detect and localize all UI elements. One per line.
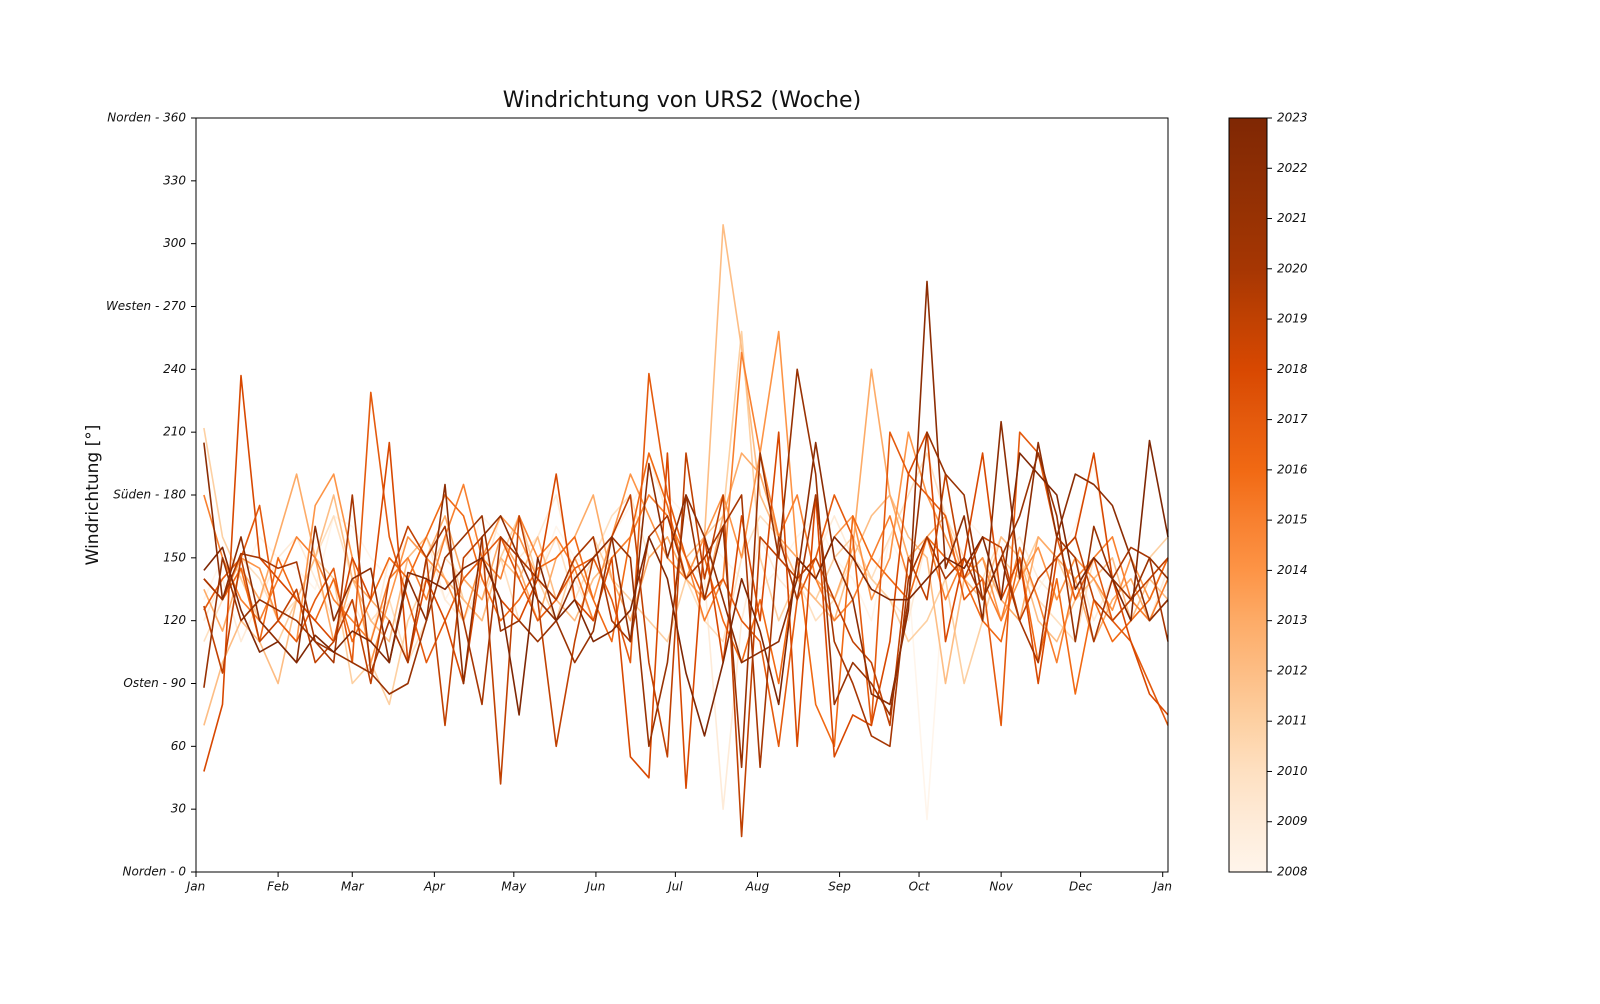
y-tick-label: Süden - 180 [113, 488, 186, 502]
x-tick-label: Nov [989, 880, 1013, 894]
colorbar-label: 2011 [1277, 714, 1308, 728]
colorbar-label: 2009 [1277, 814, 1308, 828]
colorbar-label: 2013 [1277, 613, 1308, 627]
x-tick-label: Oct [909, 880, 931, 894]
x-tick-label: Sep [828, 880, 851, 894]
y-tick-label: 210 [163, 425, 186, 439]
colorbar-label: 2022 [1277, 161, 1308, 175]
x-tick-label: Feb [267, 880, 289, 894]
series-line [203, 280, 1169, 706]
y-axis-label: Windrichtung [°] [83, 425, 103, 566]
colorbar-label: 2020 [1277, 261, 1308, 275]
x-tick-label: Aug [745, 880, 770, 894]
x-tick-label: May [501, 880, 527, 894]
colorbar-label: 2015 [1277, 513, 1308, 527]
x-tick-label: Jun [585, 880, 606, 894]
colorbar-label: 2021 [1277, 211, 1308, 225]
colorbar-label: 2014 [1277, 563, 1308, 577]
series-line [203, 439, 1169, 737]
series-line [203, 351, 1169, 664]
colorbar [1228, 117, 1268, 873]
x-tick-label: Jan [1151, 880, 1172, 894]
series-line [203, 372, 1169, 748]
y-tick-label: Westen - 270 [106, 299, 186, 313]
y-tick-label: 300 [163, 236, 186, 250]
colorbar-label: 2016 [1277, 462, 1308, 476]
x-tick-label: Mar [341, 880, 365, 894]
y-tick-label: 60 [171, 739, 187, 753]
chart-title: Windrichtung von URS2 (Woche) [503, 88, 861, 113]
y-tick-label: Norden - 0 [123, 865, 187, 879]
plot-frame [195, 117, 1169, 873]
y-tick-label: 240 [163, 362, 186, 376]
series-line [203, 374, 1169, 789]
y-tick-label: Norden - 360 [107, 111, 186, 125]
series-line [203, 494, 1169, 769]
y-tick-label: Osten - 90 [123, 676, 186, 690]
colorbar-label: 2017 [1277, 412, 1308, 426]
series-line [203, 330, 1169, 706]
colorbar-label: 2008 [1277, 865, 1308, 879]
colorbar-label: 2012 [1277, 663, 1308, 677]
lines [203, 224, 1169, 838]
colorbar-label: 2010 [1277, 764, 1308, 778]
y-tick-label: 330 [163, 173, 186, 187]
y-tick-label: 30 [171, 802, 187, 816]
y-tick-label: 120 [163, 613, 186, 627]
x-tick-label: Jan [185, 880, 206, 894]
colorbar-label: 2023 [1277, 111, 1308, 125]
series-line [203, 224, 1169, 726]
x-tick-label: Jul [666, 880, 683, 894]
colorbar-label: 2018 [1277, 362, 1308, 376]
x-tick-label: Dec [1069, 880, 1093, 894]
x-tick-label: Apr [423, 880, 446, 894]
series-line [203, 452, 1169, 838]
y-tick-label: 150 [163, 550, 186, 564]
colorbar-label: 2019 [1277, 312, 1308, 326]
